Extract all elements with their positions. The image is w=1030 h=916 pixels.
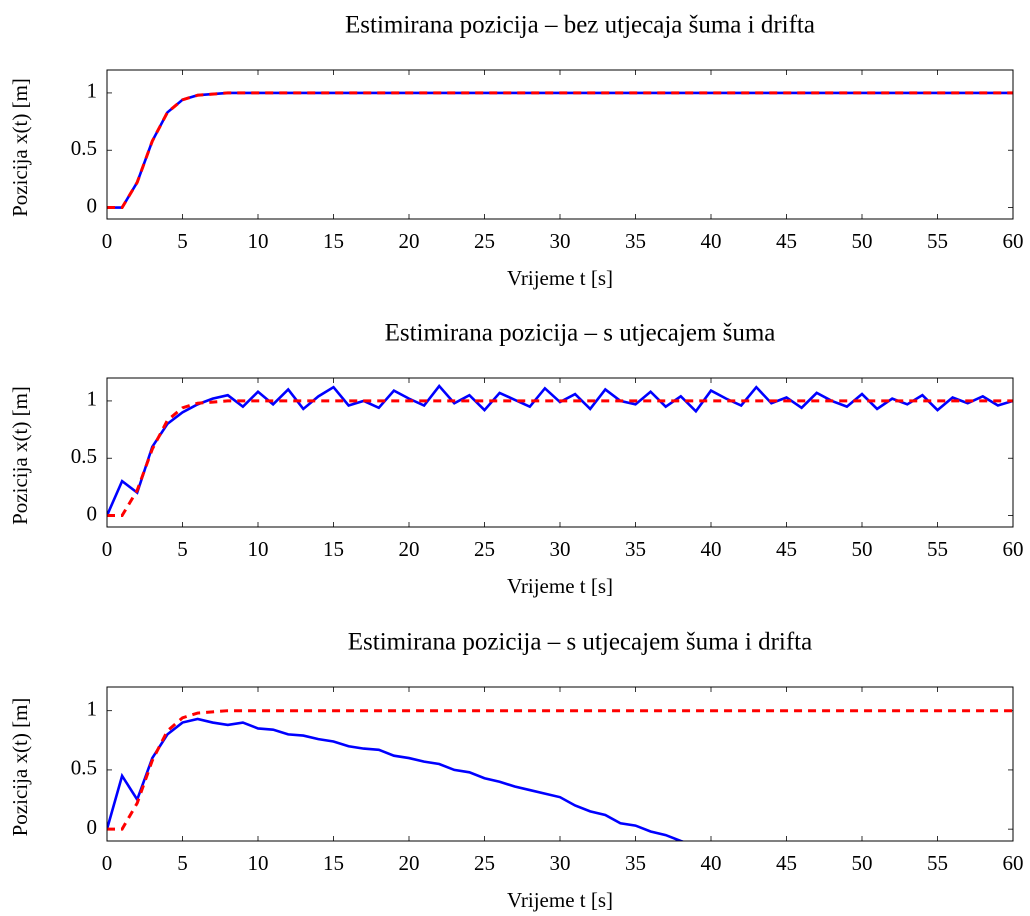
x-tick-label: 0 bbox=[102, 851, 113, 875]
y-tick-label: 1 bbox=[87, 387, 98, 411]
y-tick-label: 0 bbox=[87, 815, 98, 839]
x-tick-label: 35 bbox=[625, 851, 646, 875]
x-tick-label: 10 bbox=[248, 537, 269, 561]
x-tick-label: 40 bbox=[701, 851, 722, 875]
data-line bbox=[107, 399, 1013, 518]
x-tick-label: 25 bbox=[474, 537, 495, 561]
x-tick-label: 45 bbox=[776, 537, 797, 561]
x-tick-label: 15 bbox=[323, 851, 344, 875]
x-tick-label: 55 bbox=[927, 537, 948, 561]
x-tick-label: 30 bbox=[550, 537, 571, 561]
x-tick-label: 0 bbox=[102, 537, 113, 561]
data-line bbox=[107, 717, 686, 841]
x-tick-label: 25 bbox=[474, 229, 495, 253]
chart-title: Estimirana pozicija – s utjecajem šuma bbox=[385, 320, 776, 347]
x-axis-label: Vrijeme t [s] bbox=[507, 888, 613, 912]
x-tick-label: 40 bbox=[701, 537, 722, 561]
data-line bbox=[107, 91, 1013, 209]
y-tick-label: 0.5 bbox=[71, 136, 97, 160]
x-tick-label: 60 bbox=[1003, 537, 1024, 561]
x-tick-label: 50 bbox=[852, 537, 873, 561]
x-tick-label: 30 bbox=[550, 229, 571, 253]
data-line bbox=[107, 91, 1013, 210]
y-tick-label: 0 bbox=[87, 501, 98, 525]
y-tick-label: 0 bbox=[87, 193, 98, 217]
x-tick-label: 35 bbox=[625, 537, 646, 561]
x-tick-label: 30 bbox=[550, 851, 571, 875]
x-tick-label: 50 bbox=[852, 851, 873, 875]
x-tick-label: 60 bbox=[1003, 851, 1024, 875]
plot-frame bbox=[106, 377, 1014, 528]
x-tick-label: 10 bbox=[248, 851, 269, 875]
chart-title: Estimirana pozicija – bez utjecaja šuma … bbox=[345, 12, 815, 39]
x-axis-label: Vrijeme t [s] bbox=[507, 266, 613, 290]
chart-title: Estimirana pozicija – s utjecajem šuma i… bbox=[348, 629, 812, 656]
x-axis-label: Vrijeme t [s] bbox=[507, 574, 613, 598]
plot-frame bbox=[106, 686, 1014, 842]
y-tick-label: 0.5 bbox=[71, 444, 97, 468]
x-tick-label: 0 bbox=[102, 229, 113, 253]
x-tick-label: 40 bbox=[701, 229, 722, 253]
x-tick-label: 55 bbox=[927, 229, 948, 253]
x-tick-label: 55 bbox=[927, 851, 948, 875]
y-tick-label: 1 bbox=[87, 697, 98, 721]
x-tick-label: 15 bbox=[323, 537, 344, 561]
x-tick-label: 20 bbox=[399, 537, 420, 561]
x-tick-label: 20 bbox=[399, 851, 420, 875]
y-axis-label: Pozicija x(t) [m] bbox=[8, 78, 32, 217]
x-tick-label: 60 bbox=[1003, 229, 1024, 253]
x-tick-label: 10 bbox=[248, 229, 269, 253]
x-tick-label: 5 bbox=[177, 229, 188, 253]
y-axis-label: Pozicija x(t) [m] bbox=[8, 698, 32, 837]
y-axis-label: Pozicija x(t) [m] bbox=[8, 386, 32, 525]
x-tick-label: 5 bbox=[177, 851, 188, 875]
y-tick-label: 1 bbox=[87, 79, 98, 103]
x-tick-label: 15 bbox=[323, 229, 344, 253]
x-tick-label: 5 bbox=[177, 537, 188, 561]
y-tick-label: 0.5 bbox=[71, 756, 97, 780]
x-tick-label: 50 bbox=[852, 229, 873, 253]
data-line bbox=[107, 383, 1013, 517]
x-tick-label: 20 bbox=[399, 229, 420, 253]
data-line bbox=[107, 709, 1013, 831]
x-tick-label: 45 bbox=[776, 229, 797, 253]
x-tick-label: 45 bbox=[776, 851, 797, 875]
plot-frame bbox=[106, 69, 1014, 220]
x-tick-label: 35 bbox=[625, 229, 646, 253]
x-tick-label: 25 bbox=[474, 851, 495, 875]
